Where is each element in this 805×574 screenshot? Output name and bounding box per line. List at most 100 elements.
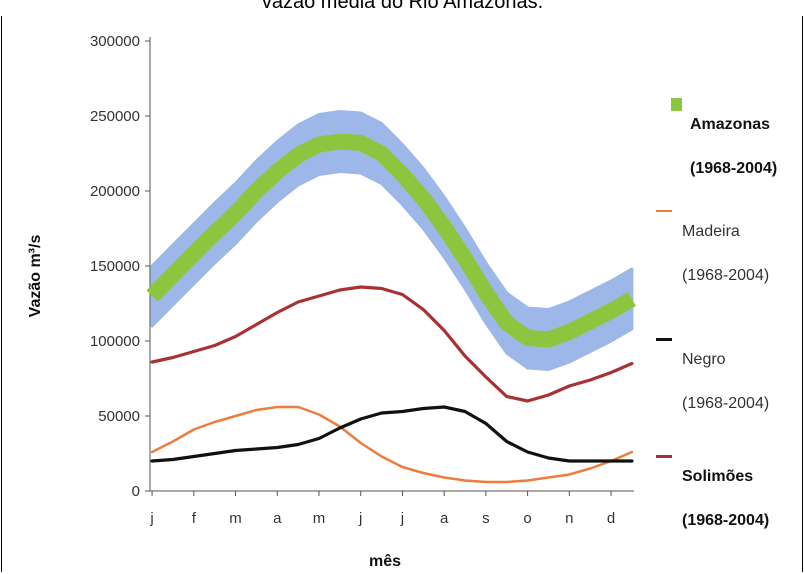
series-line-solimoes (150, 285, 634, 403)
data-point-madeira (276, 406, 279, 408)
data-point-madeira (380, 455, 383, 458)
data-point-negro (547, 457, 550, 459)
x-tick-label: a (440, 510, 449, 527)
legend-label-negro: Negro (682, 351, 726, 368)
data-point-solimoes (151, 361, 153, 363)
data-point-negro (193, 455, 195, 458)
series-line-madeira (150, 405, 634, 484)
legend-label-solimoes: Solimões (682, 468, 754, 485)
data-point-solimoes (318, 295, 320, 297)
data-point-solimoes (485, 376, 487, 378)
data-point-negro (380, 412, 383, 414)
x-tick-label: a (273, 510, 282, 527)
data-point-amazonas (610, 310, 612, 312)
data-point-madeira (485, 481, 487, 483)
data-point-negro (485, 422, 487, 425)
data-point-madeira (547, 476, 550, 479)
legend-period-negro: (1968-2004) (682, 395, 770, 412)
data-point-amazonas (547, 338, 550, 341)
data-point-amazonas (422, 197, 425, 200)
data-point-amazonas (172, 274, 174, 276)
data-point-amazonas (339, 140, 341, 143)
series-solimoes (150, 285, 634, 403)
data-point-solimoes (443, 329, 445, 332)
legend-period-solimoes: (1968-2004) (682, 512, 770, 529)
y-tick-label: 200000 (90, 183, 140, 200)
legend-swatch-amazonas (671, 98, 682, 111)
data-point-amazonas (401, 173, 404, 176)
data-point-solimoes (464, 355, 466, 357)
y-axis-label: Vazão m³/s (27, 235, 44, 318)
data-point-madeira (589, 467, 591, 470)
legend-swatch-madeira (656, 210, 672, 212)
data-point-solimoes (547, 394, 550, 396)
data-point-negro (339, 427, 341, 429)
data-point-solimoes (380, 287, 383, 290)
data-point-amazonas (234, 212, 237, 215)
data-point-amazonas (568, 331, 571, 333)
legend-entry-negro: Negro (1968-2004) (656, 327, 769, 437)
data-point-solimoes (401, 293, 404, 296)
series-negro (150, 405, 634, 463)
data-point-madeira (401, 466, 404, 468)
data-point-amazonas (359, 142, 362, 144)
x-tick-label: n (565, 510, 573, 527)
legend-swatch-negro (656, 338, 672, 341)
data-point-amazonas (151, 295, 153, 297)
data-point-negro (631, 460, 633, 462)
data-point-negro (234, 449, 237, 452)
x-tick-label: o (523, 510, 531, 527)
data-point-amazonas (318, 143, 320, 146)
data-point-solimoes (589, 379, 591, 381)
data-point-solimoes (631, 362, 633, 365)
y-tick-label: 0 (132, 483, 140, 500)
data-point-amazonas (443, 226, 445, 228)
data-point-solimoes (505, 395, 508, 398)
data-point-madeira (151, 451, 153, 453)
data-point-solimoes (276, 311, 279, 314)
data-point-solimoes (339, 289, 341, 291)
legend-period-amazonas: (1968-2004) (690, 160, 778, 177)
data-point-amazonas (297, 154, 299, 156)
x-axis-label: mês (369, 553, 401, 570)
data-point-amazonas (193, 253, 195, 255)
chart-frame: 0 50000 100000 150000 200000 250000 300000 j f m a… (1, 16, 803, 572)
legend-entry-solimoes: Solimões (1968-2004) (656, 444, 769, 554)
x-tick-label: j (400, 510, 404, 527)
x-tick-label: j (358, 510, 362, 527)
data-point-madeira (464, 479, 466, 482)
data-point-negro (568, 460, 571, 462)
data-point-negro (505, 440, 508, 443)
y-tick-label: 250000 (90, 108, 140, 125)
data-point-amazonas (380, 152, 383, 155)
data-point-solimoes (526, 400, 529, 402)
data-point-amazonas (505, 322, 508, 324)
data-point-amazonas (255, 190, 258, 192)
y-tick-label: 100000 (90, 333, 140, 350)
chart-title: vazão média do Rio Amazonas. (261, 0, 544, 13)
x-tick-label: j (149, 510, 153, 527)
data-point-solimoes (234, 335, 237, 338)
x-tick-label: m (229, 510, 242, 527)
data-point-amazonas (276, 170, 279, 173)
legend-entry-amazonas: Amazonas (1968-2004) (671, 92, 777, 202)
legend-entry-madeira: Madeira (1968-2004) (656, 199, 769, 309)
data-point-solimoes (255, 323, 258, 326)
data-point-madeira (297, 406, 299, 408)
data-point-negro (443, 406, 445, 408)
data-point-madeira (359, 442, 362, 444)
data-point-negro (213, 452, 216, 455)
data-point-amazonas (464, 257, 466, 260)
data-point-madeira (568, 473, 571, 476)
data-point-negro (255, 448, 258, 450)
data-point-amazonas (485, 292, 487, 294)
series-line-amazonas (146, 133, 636, 348)
x-tick-label: s (482, 510, 490, 527)
data-point-madeira (213, 421, 216, 423)
data-point-negro (276, 446, 279, 449)
data-point-madeira (234, 415, 237, 417)
data-point-solimoes (193, 350, 195, 353)
data-point-madeira (443, 476, 445, 479)
x-tick-label: m (313, 510, 326, 527)
